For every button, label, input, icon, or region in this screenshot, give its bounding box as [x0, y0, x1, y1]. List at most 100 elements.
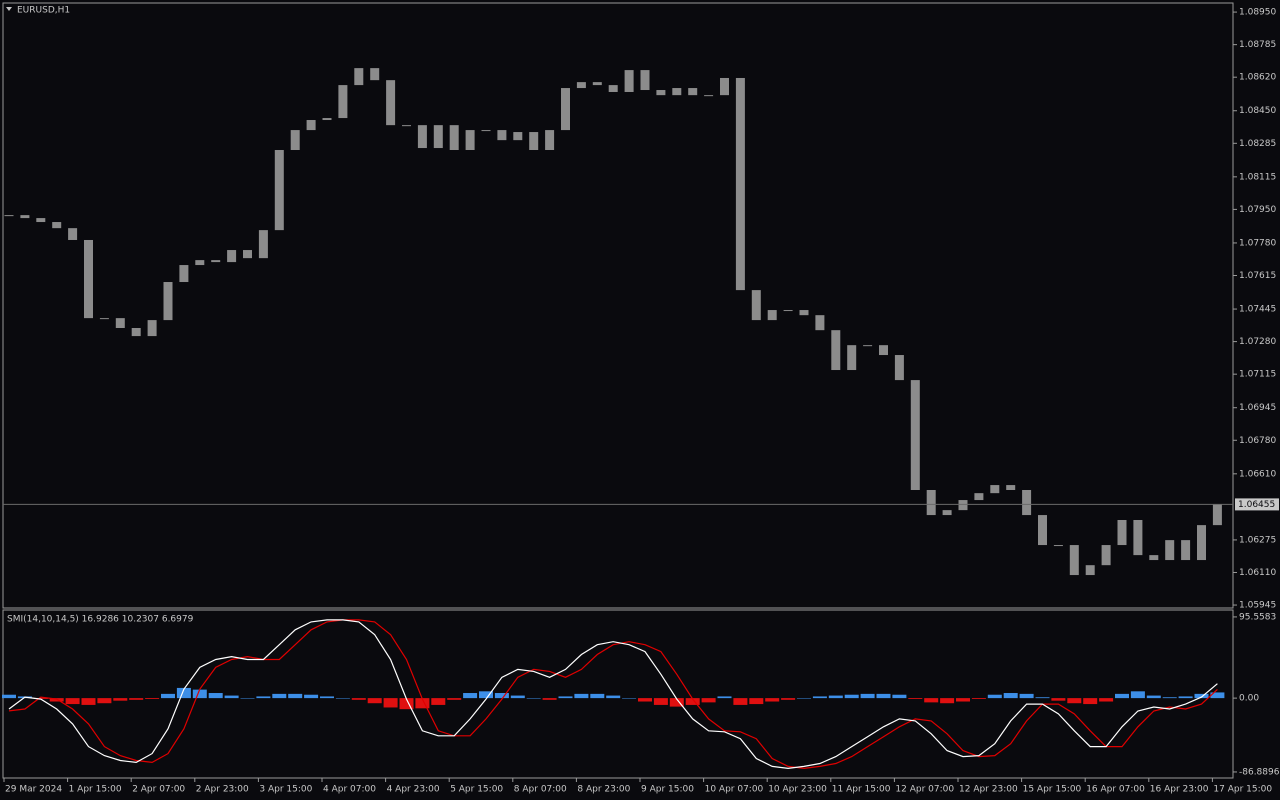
y-tick-label: 0.00	[1239, 694, 1259, 704]
y-tick-label: 1.08620	[1239, 73, 1276, 83]
candle-body	[815, 315, 825, 331]
candle-body	[99, 318, 109, 320]
histogram-bar	[431, 698, 446, 705]
histogram-bar	[940, 698, 955, 704]
y-tick-label: 1.06275	[1239, 535, 1276, 545]
candle-body	[672, 88, 682, 96]
candle-body	[131, 327, 141, 337]
x-tick-label: 29 Mar 2024	[5, 785, 62, 795]
histogram-bar	[526, 698, 541, 699]
histogram-bar	[479, 691, 493, 699]
histogram-bar	[335, 698, 350, 699]
histogram-bar	[383, 698, 398, 708]
x-tick-label: 2 Apr 07:00	[132, 785, 185, 795]
candle-body	[799, 310, 809, 316]
candle-body	[1165, 540, 1175, 561]
histogram-bar	[113, 698, 128, 701]
histogram-bar	[2, 694, 16, 699]
histogram-bar	[1083, 698, 1098, 705]
histogram-bar	[812, 696, 827, 699]
candle-body	[529, 132, 539, 151]
histogram-bar	[797, 698, 811, 699]
histogram-bar	[956, 698, 970, 702]
histogram-bar	[558, 696, 573, 699]
histogram-bar	[272, 693, 287, 699]
y-tick-label: 1.08285	[1239, 139, 1276, 149]
histogram-bar	[1099, 698, 1114, 702]
histogram-bar	[161, 693, 175, 699]
candle-body	[1085, 565, 1095, 576]
histogram-bar	[81, 698, 96, 705]
candle-body	[751, 290, 761, 321]
candle-body	[735, 77, 745, 291]
x-tick-label: 3 Apr 15:00	[259, 785, 312, 795]
histogram-bar	[765, 698, 780, 702]
x-tick-label: 16 Apr 07:00	[1086, 785, 1145, 795]
histogram-bar	[224, 695, 239, 699]
candle-body	[656, 90, 666, 96]
candle-body	[1101, 545, 1111, 566]
candle-body	[68, 228, 78, 240]
histogram-bar	[574, 693, 589, 699]
histogram-bar	[145, 698, 160, 699]
y-tick-label: 1.07115	[1239, 370, 1276, 380]
x-tick-label: 10 Apr 23:00	[768, 785, 827, 795]
histogram-bar	[542, 698, 557, 700]
histogram-bar	[65, 698, 80, 705]
indicator-frame	[2, 609, 1234, 779]
histogram-bar	[351, 698, 366, 700]
y-tick-label: 1.07780	[1239, 238, 1276, 248]
histogram-bar	[320, 696, 334, 699]
histogram-bar	[510, 695, 525, 699]
candle-body	[290, 130, 300, 151]
indicator-line	[8, 619, 1218, 770]
y-tick-label: 1.08450	[1239, 106, 1276, 116]
histogram-bar	[606, 695, 621, 699]
histogram-bar	[494, 693, 509, 699]
candle-body	[910, 380, 920, 490]
indicator-title: SMI(14,10,14,5) 16.9286 10.2307 6.6979	[7, 615, 194, 625]
x-tick-label: 10 Apr 07:00	[705, 785, 764, 795]
histogram-bar	[256, 696, 271, 699]
y-tick-label: 1.07280	[1239, 337, 1276, 347]
histogram-bar	[701, 698, 716, 703]
candle-body	[847, 345, 857, 371]
histogram-bar	[924, 698, 939, 703]
histogram-bar	[1035, 697, 1050, 699]
histogram-bar	[860, 693, 875, 699]
histogram-bar	[844, 694, 859, 699]
candle-body	[879, 345, 888, 356]
candle-body	[481, 130, 491, 132]
y-tick-label: 1.06780	[1239, 436, 1276, 446]
candle-body	[163, 282, 173, 321]
histogram-bar	[685, 698, 700, 705]
candle-body	[640, 70, 650, 91]
menu-arrow[interactable]	[6, 7, 12, 11]
histogram-bar	[622, 698, 637, 699]
y-tick-label: 1.07445	[1239, 305, 1276, 315]
candle-body	[1038, 515, 1047, 546]
candle-body	[417, 125, 427, 149]
candle-body	[704, 95, 714, 97]
histogram-bar	[971, 698, 986, 699]
candle-body	[497, 130, 507, 141]
histogram-bar	[892, 694, 907, 699]
histogram-bar	[447, 698, 462, 700]
candle-body	[1181, 540, 1191, 561]
histogram-bar	[1051, 698, 1066, 701]
candle-body	[370, 68, 380, 81]
candle-body	[545, 130, 555, 151]
y-tick-label: 1.06610	[1239, 469, 1276, 479]
y-tick-label: 1.08950	[1239, 8, 1276, 18]
x-tick-label: 15 Apr 15:00	[1023, 785, 1082, 795]
x-tick-label: 8 Apr 07:00	[514, 785, 567, 795]
x-tick-label: 4 Apr 07:00	[323, 785, 376, 795]
candle-body	[465, 130, 475, 151]
main-frame	[2, 2, 1234, 609]
x-tick-label: 2 Apr 23:00	[196, 785, 249, 795]
candle-body	[561, 88, 570, 131]
x-tick-label: 12 Apr 23:00	[959, 785, 1018, 795]
candle-body	[449, 125, 459, 151]
